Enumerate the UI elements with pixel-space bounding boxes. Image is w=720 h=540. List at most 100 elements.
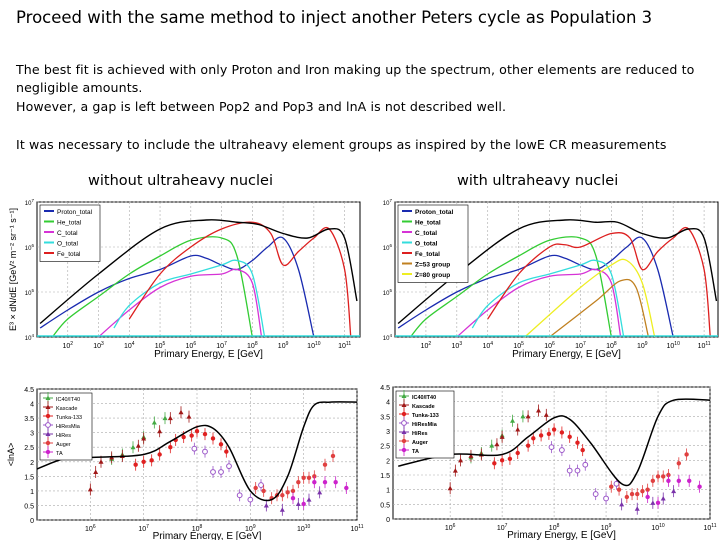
y-tick-label: 3 xyxy=(386,429,390,436)
legend-label: Auger xyxy=(56,442,71,448)
y-tick-label: 3.5 xyxy=(24,416,34,423)
tick-exponent: 5 xyxy=(163,341,166,347)
x-tick-label: 1010 xyxy=(307,341,321,350)
x-tick-label: 108 xyxy=(606,341,617,350)
x-tick-label: 108 xyxy=(549,523,560,532)
marker-circle xyxy=(157,452,162,457)
tick-exponent: 8 xyxy=(255,341,258,347)
marker-open-circle xyxy=(401,420,407,426)
marker-circle xyxy=(635,491,640,497)
marker-circle xyxy=(531,436,536,441)
marker-open-circle xyxy=(258,482,264,488)
tick-exponent: 2 xyxy=(428,341,431,347)
marker-triangle xyxy=(45,431,51,436)
x-tick-label: 1010 xyxy=(667,341,681,350)
curve-c xyxy=(98,268,263,338)
legend-label: Kascade xyxy=(56,406,77,412)
marker-circle xyxy=(210,436,216,441)
curve-fe xyxy=(128,221,352,338)
tick-exponent: 4 xyxy=(490,341,493,347)
marker-circle xyxy=(45,449,51,455)
y-tick-label: 0 xyxy=(30,518,34,525)
marker-circle xyxy=(344,485,349,491)
curve-c xyxy=(456,268,622,338)
marker-open-circle xyxy=(226,463,232,470)
x-tick-label: 103 xyxy=(93,341,104,350)
marker-circle xyxy=(575,440,580,445)
tick-exponent: 7 xyxy=(31,198,34,203)
legend-label: O_total xyxy=(57,241,79,248)
y-tick-label: 0 xyxy=(386,517,390,524)
marker-triangle xyxy=(141,435,147,441)
y-tick-label: 104 xyxy=(25,333,35,342)
marker-triangle xyxy=(279,507,285,512)
marker-circle xyxy=(141,459,146,464)
tick-exponent: 10 xyxy=(674,341,680,347)
marker-circle xyxy=(580,447,585,453)
x-tick-label: 109 xyxy=(245,524,256,533)
paragraph-line-2: negligible amounts. xyxy=(16,80,143,95)
x-tick-label: 1010 xyxy=(651,523,665,532)
legend-label: C_total xyxy=(415,230,437,237)
marker-open-circle xyxy=(566,467,573,474)
marker-triangle xyxy=(401,393,407,398)
marker-triangle xyxy=(93,469,99,474)
marker-circle xyxy=(218,442,224,447)
marker-circle xyxy=(616,487,622,492)
tick-exponent: 5 xyxy=(31,288,34,293)
marker-triangle xyxy=(499,434,505,439)
tick-exponent: 6 xyxy=(389,243,392,248)
x-tick-label: 102 xyxy=(62,341,73,350)
marker-triangle xyxy=(510,418,516,423)
tick-exponent: 6 xyxy=(453,523,456,529)
y-axis-label: E³ × dN/dE [GeV² m⁻² sr⁻¹ s⁻¹] xyxy=(8,208,18,331)
marker-circle xyxy=(333,479,338,485)
marker-circle xyxy=(655,474,661,479)
model-curve xyxy=(36,401,358,502)
marker-circle xyxy=(661,474,666,479)
legend-label: Z=53 group xyxy=(415,262,450,269)
marker-circle xyxy=(551,427,557,432)
y-tick-label: 0.5 xyxy=(24,503,34,510)
curve-proton xyxy=(397,236,674,338)
marker-circle xyxy=(697,484,702,489)
lna-plot-with-ultraheavy: 106 107 108 109 1010 101100.511.522.533.544.5… xyxy=(380,385,716,540)
marker-circle xyxy=(499,458,505,463)
y-tick-label: 107 xyxy=(25,198,35,207)
marker-circle xyxy=(189,433,194,438)
legend-label: HiRes xyxy=(412,431,428,437)
curve-o xyxy=(471,259,625,338)
legend-label: Auger xyxy=(412,440,429,446)
y-tick-label: 1.5 xyxy=(24,474,34,481)
marker-circle xyxy=(296,479,301,485)
x-tick-label: 104 xyxy=(124,341,135,350)
marker-circle xyxy=(546,431,552,437)
marker-triangle xyxy=(494,441,500,447)
y-tick-label: 0.5 xyxy=(380,502,390,509)
tick-exponent: 8 xyxy=(200,524,203,530)
marker-circle xyxy=(224,449,229,454)
tick-exponent: 4 xyxy=(31,333,34,338)
model-curve xyxy=(398,398,711,487)
tick-exponent: 11 xyxy=(711,523,716,529)
x-tick-label: 105 xyxy=(155,341,166,350)
curve-proton xyxy=(39,236,315,338)
marker-circle xyxy=(45,440,51,446)
marker-triangle xyxy=(401,429,407,434)
marker-open-circle xyxy=(247,496,254,503)
legend-label: IC40/IT40 xyxy=(56,397,80,403)
marker-triangle xyxy=(45,395,51,400)
marker-circle xyxy=(401,438,407,444)
marker-circle xyxy=(149,458,154,463)
marker-open-circle xyxy=(613,480,620,487)
x-tick-label: 109 xyxy=(278,341,289,350)
y-tick-label: 4 xyxy=(386,400,390,407)
tick-exponent: 7 xyxy=(224,341,227,347)
tick-exponent: 4 xyxy=(389,333,392,338)
y-tick-label: 4.5 xyxy=(24,387,34,394)
marker-circle xyxy=(655,500,661,506)
tick-exponent: 11 xyxy=(358,524,363,530)
marker-open-circle xyxy=(582,461,589,468)
legend-label: Proton_total xyxy=(415,209,453,216)
marker-circle xyxy=(401,411,407,417)
